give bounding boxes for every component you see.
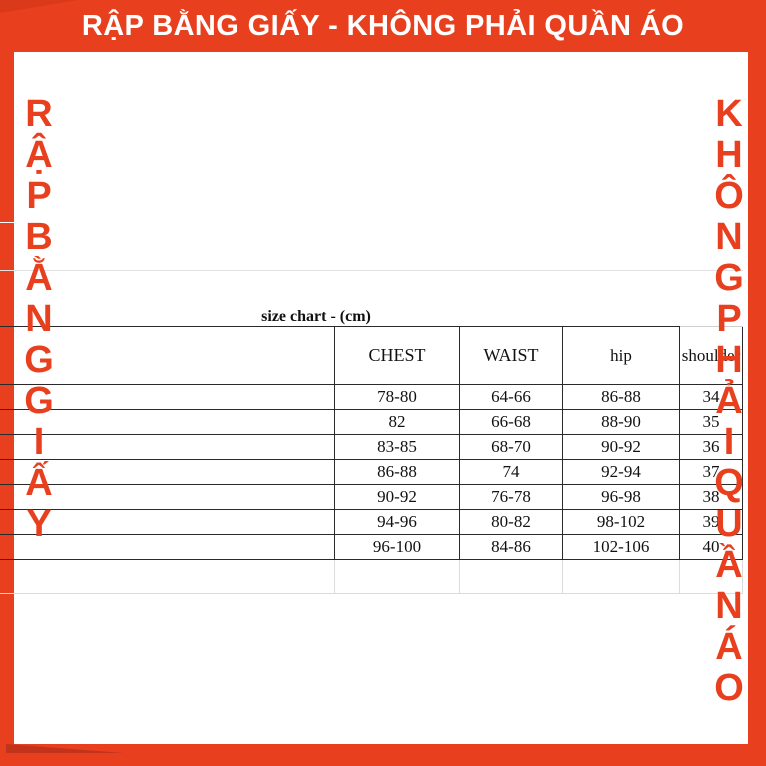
column-header-size: size: [0, 326, 335, 385]
spacer-cell: [334, 222, 460, 271]
table-header-row: size CHEST WAIST hip shoulder: [0, 326, 743, 385]
trailing-cell: [679, 559, 743, 594]
cell-size: XS: [0, 384, 335, 410]
table-row: XXXL 96-100 84-86 102-106 40: [0, 534, 743, 560]
cell-size: S: [0, 409, 335, 435]
cell-shoulder: 39: [679, 509, 743, 535]
size-chart-table: size chart - (cm) size CHEST WAIST hip s…: [0, 222, 743, 594]
column-header-waist: WAIST: [459, 326, 563, 385]
table-caption-row: size chart - (cm): [0, 270, 743, 327]
table-row: XS 78-80 64-66 86-88 34: [0, 384, 743, 410]
trailing-cell: [459, 559, 563, 594]
column-header-chest: CHEST: [334, 326, 460, 385]
cell-hip: 98-102: [562, 509, 680, 535]
table-row: L 86-88 74 92-94 37: [0, 459, 743, 485]
size-chart-container: size chart - (cm) size CHEST WAIST hip s…: [0, 222, 743, 594]
cell-hip: 88-90: [562, 409, 680, 435]
table-spacer-row: [0, 222, 743, 271]
table-row: XXL 94-96 80-82 98-102 39: [0, 509, 743, 535]
cell-shoulder: 35: [679, 409, 743, 435]
cell-chest: 82: [334, 409, 460, 435]
cell-shoulder: 34: [679, 384, 743, 410]
trailing-cell: [0, 559, 335, 594]
spacer-cell: [459, 222, 563, 271]
trailing-cell: [334, 559, 460, 594]
header-banner: RẬP BẰNG GIẤY - KHÔNG PHẢI QUẦN ÁO: [0, 0, 766, 52]
table-trailing-row: [0, 559, 743, 594]
cell-size: XL: [0, 484, 335, 510]
cell-waist: 66-68: [459, 409, 563, 435]
column-header-shoulder: shoulder: [679, 326, 743, 385]
column-header-hip: hip: [562, 326, 680, 385]
content-sheet: size chart - (cm) size CHEST WAIST hip s…: [0, 52, 748, 744]
cell-hip: 96-98: [562, 484, 680, 510]
cell-chest: 83-85: [334, 434, 460, 460]
spacer-cell: [0, 222, 335, 271]
table-row: XL 90-92 76-78 96-98 38: [0, 484, 743, 510]
cell-size: M: [0, 434, 335, 460]
cell-waist: 80-82: [459, 509, 563, 535]
spacer-cell: [562, 222, 680, 271]
table-row: S 82 66-68 88-90 35: [0, 409, 743, 435]
cell-hip: 86-88: [562, 384, 680, 410]
cell-waist: 84-86: [459, 534, 563, 560]
cell-waist: 74: [459, 459, 563, 485]
cell-chest: 86-88: [334, 459, 460, 485]
cell-chest: 96-100: [334, 534, 460, 560]
spacer-cell: [679, 222, 743, 271]
footer-bar: [0, 744, 766, 766]
cell-size: XXL: [0, 509, 335, 535]
cell-hip: 90-92: [562, 434, 680, 460]
cell-chest: 94-96: [334, 509, 460, 535]
cell-size: XXXL: [0, 534, 335, 560]
cell-shoulder: 40: [679, 534, 743, 560]
banner-corner-decoration: [0, 0, 78, 13]
cell-waist: 68-70: [459, 434, 563, 460]
cell-waist: 76-78: [459, 484, 563, 510]
cell-shoulder: 37: [679, 459, 743, 485]
cell-hip: 92-94: [562, 459, 680, 485]
caption-blank-cell: [679, 270, 743, 327]
cell-shoulder: 36: [679, 434, 743, 460]
cell-waist: 64-66: [459, 384, 563, 410]
cell-hip: 102-106: [562, 534, 680, 560]
cell-shoulder: 38: [679, 484, 743, 510]
cell-chest: 78-80: [334, 384, 460, 410]
trailing-cell: [562, 559, 680, 594]
page-title: RẬP BẰNG GIẤY - KHÔNG PHẢI QUẦN ÁO: [81, 10, 685, 42]
cell-size: L: [0, 459, 335, 485]
size-chart-caption: size chart - (cm): [0, 270, 680, 327]
cell-chest: 90-92: [334, 484, 460, 510]
table-row: M 83-85 68-70 90-92 36: [0, 434, 743, 460]
footer-sliver-decoration: [6, 744, 124, 753]
